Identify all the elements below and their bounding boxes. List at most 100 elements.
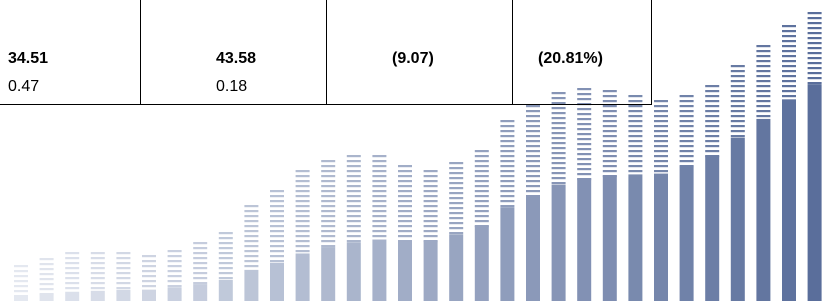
deco-dash — [168, 260, 182, 262]
deco-bar — [756, 119, 770, 301]
deco-dash — [782, 90, 796, 92]
deco-dash — [142, 255, 156, 257]
deco-dash — [116, 277, 130, 279]
deco-dash — [680, 115, 694, 117]
deco-dash — [782, 70, 796, 72]
deco-dash — [91, 277, 105, 279]
deco-dash — [296, 245, 310, 247]
deco-dash — [577, 123, 591, 125]
deco-dash — [808, 22, 822, 24]
deco-dash — [14, 290, 28, 292]
deco-dash — [577, 118, 591, 120]
deco-dash — [654, 110, 668, 112]
deco-dash — [756, 45, 770, 47]
deco-dash — [654, 115, 668, 117]
deco-dash — [782, 55, 796, 57]
deco-column — [680, 95, 694, 301]
deco-dash — [219, 242, 233, 244]
table-cell: 0.47 — [0, 70, 141, 105]
deco-dash — [680, 160, 694, 162]
deco-dash — [321, 240, 335, 242]
deco-dash — [270, 215, 284, 217]
deco-dash — [270, 195, 284, 197]
deco-dash — [526, 140, 540, 142]
deco-dash — [654, 150, 668, 152]
deco-dash — [475, 165, 489, 167]
deco-dash — [680, 95, 694, 97]
deco-dash — [552, 157, 566, 159]
deco-dash — [552, 182, 566, 184]
table-cell: 34.51 — [0, 0, 141, 70]
deco-dash — [475, 205, 489, 207]
deco-dash — [91, 262, 105, 264]
deco-dash — [705, 110, 719, 112]
deco-dash — [321, 220, 335, 222]
deco-dash — [398, 235, 412, 237]
deco-column — [475, 150, 489, 301]
deco-dash — [14, 275, 28, 277]
deco-dash — [244, 210, 258, 212]
deco-dash — [347, 230, 361, 232]
deco-dash — [91, 257, 105, 259]
deco-dash — [424, 180, 438, 182]
deco-dash — [731, 65, 745, 67]
deco-dash — [14, 285, 28, 287]
deco-dash — [628, 115, 642, 117]
deco-dash — [347, 155, 361, 157]
deco-column — [782, 25, 796, 301]
deco-dash — [577, 143, 591, 145]
deco-dash — [347, 175, 361, 177]
table-cell: (9.07) — [327, 0, 513, 70]
deco-dash — [705, 95, 719, 97]
deco-dash — [680, 110, 694, 112]
deco-dash — [40, 283, 54, 285]
deco-dash — [526, 115, 540, 117]
deco-dash — [116, 257, 130, 259]
deco-dash — [398, 195, 412, 197]
deco-dash — [270, 250, 284, 252]
deco-bar — [526, 196, 540, 301]
deco-dash — [244, 215, 258, 217]
deco-dash — [705, 120, 719, 122]
deco-dash — [398, 190, 412, 192]
deco-dash — [552, 107, 566, 109]
deco-dash — [731, 135, 745, 137]
deco-column — [321, 160, 335, 301]
deco-dash — [808, 57, 822, 59]
deco-dash — [398, 230, 412, 232]
deco-dash — [449, 187, 463, 189]
deco-dash — [449, 182, 463, 184]
deco-dash — [756, 50, 770, 52]
deco-dash — [347, 240, 361, 242]
deco-dash — [372, 230, 386, 232]
deco-dash — [40, 278, 54, 280]
deco-dash — [168, 265, 182, 267]
deco-dash — [270, 245, 284, 247]
deco-column — [552, 92, 566, 301]
deco-dash — [603, 160, 617, 162]
data-table: 34.51 43.58 (9.07) (20.81%) 0.47 0.18 — [0, 0, 652, 105]
deco-dash — [500, 165, 514, 167]
deco-dash — [168, 285, 182, 287]
deco-bar — [142, 290, 156, 301]
deco-dash — [756, 60, 770, 62]
deco-dash — [603, 145, 617, 147]
deco-bar — [321, 247, 335, 301]
deco-dash — [603, 155, 617, 157]
deco-dash — [91, 252, 105, 254]
deco-dash — [347, 165, 361, 167]
deco-dash — [244, 240, 258, 242]
deco-dash — [603, 105, 617, 107]
deco-dash — [705, 135, 719, 137]
deco-dash — [782, 30, 796, 32]
deco-column — [347, 155, 361, 301]
deco-dash — [731, 130, 745, 132]
deco-dash — [116, 262, 130, 264]
deco-bar — [552, 185, 566, 301]
deco-dash — [116, 272, 130, 274]
deco-dash — [526, 190, 540, 192]
deco-dash — [526, 125, 540, 127]
deco-dash — [193, 277, 207, 279]
deco-dash — [244, 205, 258, 207]
deco-dash — [552, 162, 566, 164]
